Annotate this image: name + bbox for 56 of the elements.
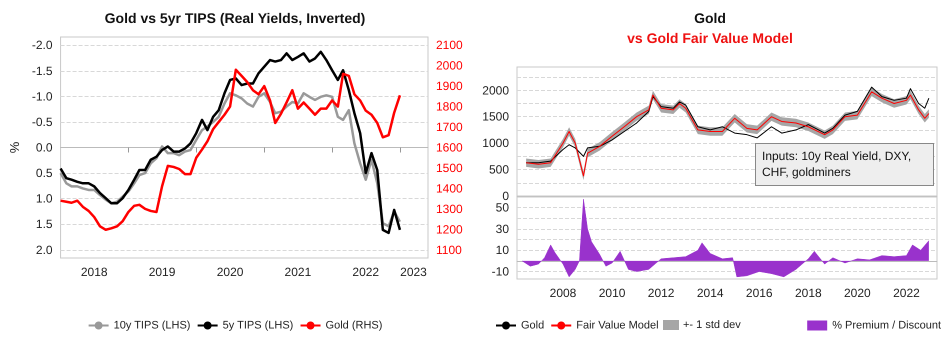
x-tick-label: 2022	[352, 265, 380, 279]
y-tick-label: 1500	[482, 110, 510, 124]
legend-label: 10y TIPS (LHS)	[114, 320, 190, 332]
y-tick-label: -1.0	[32, 89, 53, 104]
chart-title: Gold vs 5yr TIPS (Real Yields, Inverted)	[104, 10, 366, 26]
y-tick-label: 0.5	[36, 166, 53, 180]
legend-label: % Premium / Discount	[832, 320, 942, 332]
text: +- 1 std dev	[683, 319, 741, 331]
x-tick-label: 2010	[598, 286, 626, 300]
y-tick-label: 10	[496, 243, 510, 258]
y-tick-label: 30	[496, 222, 510, 236]
y-tick-label: -2.0	[32, 38, 53, 52]
x-tick-label: 2020	[216, 265, 244, 279]
y-tick-label: 500	[488, 162, 510, 177]
y2-tick-label: 2100	[436, 38, 464, 52]
y2-tick-label: 1200	[436, 222, 464, 236]
y-tick-label: 1000	[482, 136, 510, 150]
y-tick-label: 2.0	[36, 242, 53, 257]
y-axis-title: %	[7, 141, 22, 154]
x-tick-label: 2012	[648, 286, 675, 300]
x-tick-label: 2022	[893, 286, 920, 300]
legend-label: 5y TIPS (LHS)	[222, 320, 294, 332]
y-tick-label: 0.0	[36, 140, 53, 154]
line-series	[526, 86, 930, 164]
x-tick-label: 2019	[148, 265, 176, 279]
y-tick-label: 1.5	[36, 217, 53, 232]
y-tick-label: -0.5	[32, 114, 53, 129]
x-tick-label: 2018	[794, 286, 822, 300]
chart-title: Gold	[694, 10, 726, 26]
y2-tick-label: 2000	[436, 58, 464, 73]
y2-tick-label: 1600	[436, 140, 464, 154]
y2-tick-label: 1400	[436, 181, 464, 196]
y2-tick-label: 1800	[436, 100, 464, 114]
x-tick-label: 2014	[696, 286, 724, 300]
y2-tick-label: 1300	[436, 202, 464, 216]
y-tick-label: 2000	[482, 83, 510, 98]
y-tick-label: -10	[492, 264, 510, 279]
chart-subtitle: vs Gold Fair Value Model	[627, 30, 793, 46]
legend-label: Gold	[521, 320, 544, 332]
x-tick-label: 2016	[746, 286, 773, 300]
x-tick-label: 2023	[400, 265, 428, 279]
y-tick-label: -1.5	[32, 64, 53, 78]
legend-label: Fair Value Model	[576, 320, 659, 332]
x-tick-label: 2021	[284, 265, 312, 279]
annotation: Inputs: 10y Real Yield, DXY, CHF, goldminers	[762, 149, 915, 179]
y2-tick-label: 1100	[436, 242, 462, 257]
y-tick-label: 1.0	[36, 192, 53, 206]
x-tick-label: 2008	[550, 286, 577, 300]
y-tick-label: 50	[496, 200, 510, 215]
legend-label: Gold (RHS)	[326, 320, 382, 332]
y2-tick-label: 1900	[436, 79, 464, 94]
y2-tick-label: 1700	[436, 120, 464, 134]
y-tick-label: 0	[502, 189, 510, 203]
y2-tick-label: 1500	[436, 160, 464, 175]
x-tick-label: 2018	[80, 265, 108, 279]
x-tick-label: 2020	[844, 286, 872, 300]
